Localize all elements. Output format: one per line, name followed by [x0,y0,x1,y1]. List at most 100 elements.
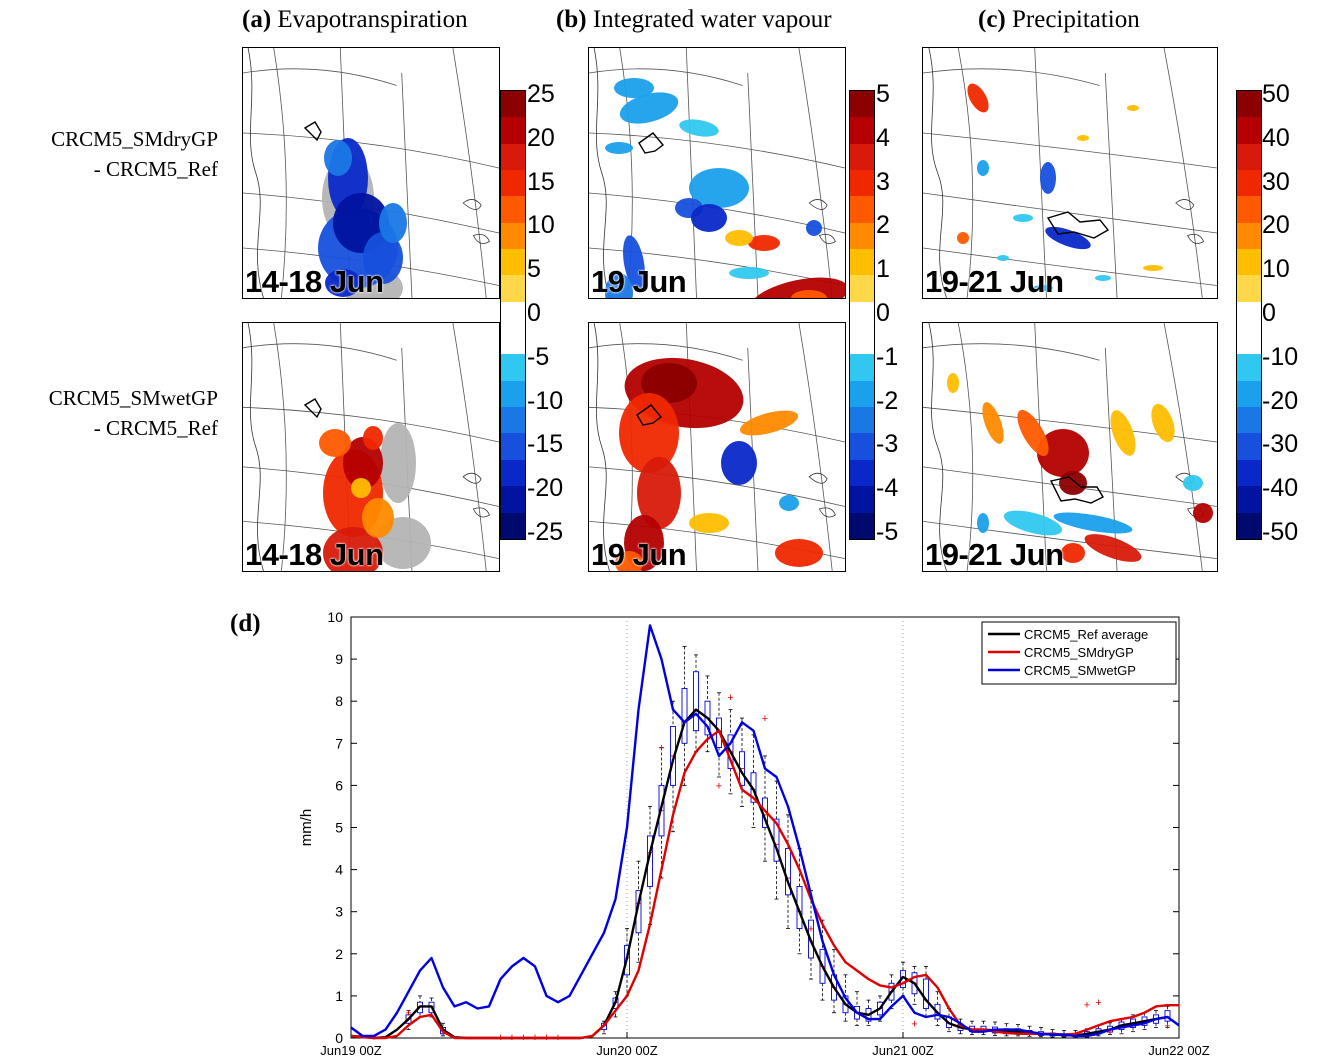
ensemble-box [854,991,860,1026]
ensemble-box [1130,1014,1136,1033]
ensemble-box [670,700,676,833]
ensemble-box [1015,1024,1021,1037]
y-axis-label: mm/h [298,809,315,847]
outlier-marker: + [520,1032,526,1044]
outlier-marker: + [497,1032,503,1044]
ensemble-box [877,995,883,1022]
colorbar-tick-label: 3 [876,167,890,196]
row-label-wet-line1: CRCM5_SMwetGP [48,386,218,410]
outlier-marker: + [727,692,733,704]
ensemble-box [1153,1010,1159,1028]
ensemble-box [658,747,665,879]
colorbar-segment [501,91,525,118]
colorbar-tick-label: 10 [1262,255,1290,284]
colorbar-segment [1237,328,1261,355]
map-canvas [589,48,845,298]
colorbar-tick-label: 5 [876,80,890,108]
colorbar-segment [1237,91,1261,118]
y-tick-label: 7 [335,735,343,751]
legend-label: CRCM5_SMwetGP [1024,663,1136,678]
x-tick-label: Jun21 00Z [872,1043,933,1058]
ensemble-box [440,1022,446,1037]
outlier-marker: + [716,780,722,792]
colorbar-segment [1237,143,1261,171]
row-label-dry-line2: - CRCM5_Ref [93,157,218,181]
colorbar-tick-label: 15 [527,167,555,196]
colorbar-tick-label: 30 [1262,167,1290,196]
panel-c-title-text: Precipitation [1012,6,1140,33]
ensemble-box [704,675,711,753]
colorbar-segment [850,380,874,408]
colorbar-tick-label: 0 [527,299,541,327]
outlier-marker: + [762,713,768,725]
colorbar-tick-label: -4 [876,474,899,503]
panel-a-letter: (a) [242,6,272,33]
ensemble-box [612,991,619,1018]
row-label-dry: CRCM5_SMdryGP - CRCM5_Ref [0,124,218,184]
colorbar-segment [501,170,525,197]
ensemble-box [635,860,642,963]
outlier-marker: + [1107,1027,1113,1039]
ensemble-box [969,1020,975,1036]
colorbar-tick-label: -1 [876,342,899,371]
outlier-marker: + [1095,997,1101,1009]
colorbar-tick-label: 50 [1262,80,1290,108]
colorbar-segment [850,143,874,171]
colorbar-tick-label: 0 [876,299,890,327]
x-tick-label: Jun22 00Z [1148,1043,1209,1058]
ensemble-box [739,717,745,807]
ensemble-box [842,974,849,1022]
colorbar-segment [850,407,874,434]
ensemble-box [773,780,780,900]
panel-c-title: (c) Precipitation [978,6,1140,34]
panel-b-letter: (b) [556,6,587,33]
colorbar-tick-label: 5 [527,255,541,284]
panel-a-title: (a) Evapotranspiration [242,6,468,34]
series-line-1 [350,729,1179,1040]
colorbar-segment [1237,117,1261,144]
outlier-marker: + [658,743,664,755]
colorbar-segment [1237,512,1261,539]
colorbar-segment [501,143,525,171]
panel-c-letter: (c) [978,6,1006,33]
map-date-label: 14-18 Jun [245,537,384,572]
colorbar-tick-label: -5 [527,342,550,371]
colorbar-segment [850,117,874,144]
colorbar-segment [1237,275,1261,302]
colorbar-segment [1237,407,1261,434]
y-tick-label: 9 [335,651,343,667]
map-water-vapour-wet: 19 Jun [588,322,846,572]
outlier-marker: + [808,924,814,936]
x-tick-label: Jun19 00Z [320,1043,381,1058]
y-tick-label: 1 [335,988,343,1004]
map-date-label: 19-21 Jun [925,264,1064,299]
colorbar-segment [501,275,525,302]
colorbar-evapotranspiration [500,90,526,540]
ensemble-box [624,928,630,997]
y-tick-label: 2 [335,946,343,962]
colorbar-tick-label: 20 [527,123,555,152]
ensemble-box [647,806,653,925]
outlier-marker: + [911,1018,917,1030]
colorbar-tick-label: -40 [1262,474,1299,503]
colorbar-segment [1237,433,1261,460]
ensemble-box [911,966,918,1005]
colorbar-segment [1237,170,1261,197]
colorbar-tick-label: -20 [1262,386,1299,415]
colorbar-segment [850,196,874,223]
ensemble-box [819,919,826,1001]
map-precipitation-dry: 19-21 Jun [922,47,1218,299]
colorbar-tick-label: -50 [1262,518,1299,546]
colorbar-segment [501,249,525,276]
colorbar-segment [850,222,874,250]
colorbar-tick-label: -15 [527,430,564,459]
colorbar-segment [1237,301,1261,329]
colorbar-tick-label: 0 [1262,299,1276,327]
ensemble-box [1072,1030,1079,1038]
colorbar-tick-label: 10 [527,211,555,240]
colorbar-segment [850,249,874,276]
colorbar-tick-label: -30 [1262,430,1299,459]
colorbar-tick-label: 25 [527,80,555,108]
ensemble-box [980,1020,987,1036]
plot-area [350,616,1180,1039]
